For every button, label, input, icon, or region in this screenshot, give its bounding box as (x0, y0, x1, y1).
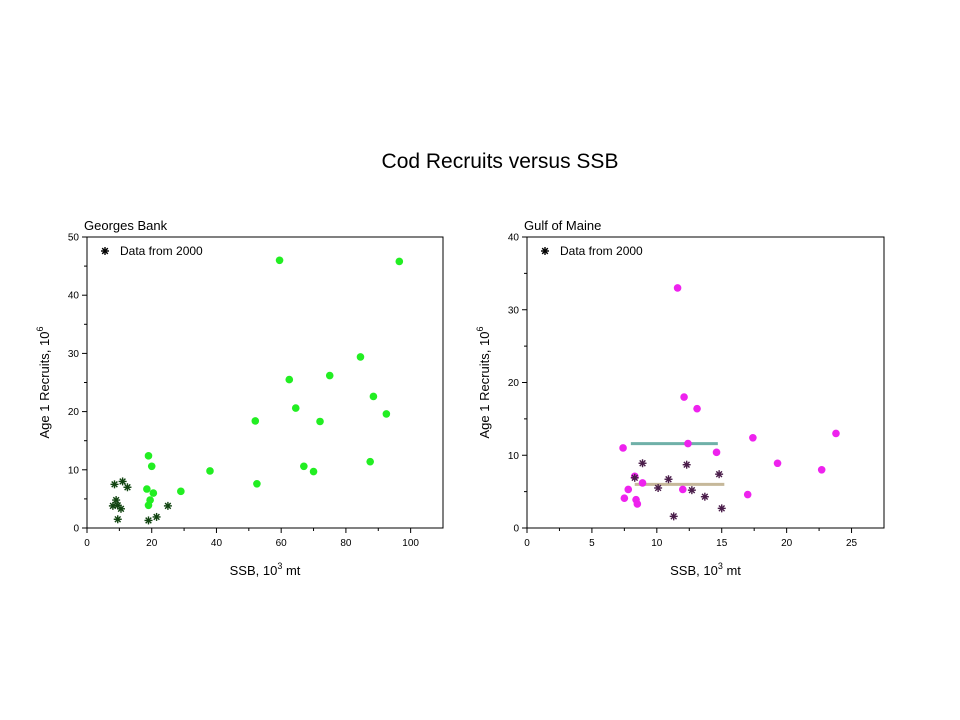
data-point (149, 489, 158, 497)
data-point (633, 500, 642, 508)
data-point (619, 444, 627, 452)
panel-title: Gulf of Maine (524, 218, 601, 233)
data-point-2000 (163, 501, 172, 510)
data-point-2000 (682, 460, 691, 469)
slide-title: Cod Recruits versus SSB (381, 150, 619, 173)
data-point-2000 (110, 480, 119, 489)
data-point (673, 284, 682, 292)
data-point-2000 (116, 504, 125, 513)
data-point (275, 256, 284, 265)
data-point-2000 (664, 475, 673, 484)
y-tick-label: 0 (73, 524, 79, 535)
x-tick-label: 15 (716, 538, 728, 549)
y-tick-label: 10 (508, 451, 520, 462)
data-point (177, 487, 185, 496)
y-tick-label: 40 (68, 291, 80, 302)
data-point (325, 371, 334, 380)
data-point-2000 (630, 473, 639, 482)
data-point (773, 459, 782, 468)
data-point (638, 479, 647, 487)
legend-label: Data from 2000 (120, 244, 203, 258)
data-point-2000 (700, 492, 709, 501)
data-point (382, 410, 391, 418)
data-point (620, 494, 629, 502)
data-point (356, 353, 365, 361)
y-tick-label: 0 (513, 524, 519, 535)
data-point (206, 467, 214, 475)
x-tick-label: 60 (276, 538, 288, 549)
data-point-2000 (144, 516, 153, 525)
y-tick-label: 50 (68, 233, 80, 244)
data-point (684, 439, 692, 448)
legend-label: Data from 2000 (560, 244, 643, 258)
data-point (749, 433, 757, 442)
y-tick-label: 10 (68, 465, 80, 476)
x-tick-label: 20 (146, 538, 158, 549)
data-point (678, 485, 687, 494)
plot-frame (86, 236, 444, 529)
chart-panel-2: 0 5 10 15 20 25 0 10 20 30 40 Gulf of Maine SSB, 103… (475, 218, 885, 578)
y-tick-label: 20 (68, 407, 80, 418)
legend-marker (541, 247, 549, 255)
x-tick-label: 25 (846, 538, 858, 549)
y-tick-label: 40 (508, 233, 520, 244)
y-tick-label: 30 (508, 305, 520, 316)
data-point-2000 (118, 477, 127, 486)
data-point (369, 392, 378, 401)
y-tick-label: 30 (68, 349, 80, 360)
data-point (147, 462, 156, 471)
x-tick-label: 80 (340, 538, 352, 549)
data-point-2000 (715, 470, 724, 479)
data-point (285, 375, 294, 384)
data-point (143, 485, 151, 493)
data-point-2000 (717, 504, 726, 513)
data-point (366, 457, 374, 466)
data-point (309, 467, 318, 476)
data-point (395, 257, 404, 266)
data-point-2000 (123, 483, 132, 492)
data-point (680, 393, 688, 401)
data-point (251, 417, 260, 425)
legend-marker (101, 247, 109, 255)
data-point-2000 (669, 512, 678, 521)
data-point (144, 501, 153, 510)
x-tick-label: 40 (211, 538, 223, 549)
x-tick-label: 10 (651, 538, 663, 549)
y-tick-label: 20 (508, 378, 520, 389)
data-point (743, 490, 752, 499)
data-point (817, 466, 826, 474)
data-point (253, 479, 261, 488)
data-point (624, 485, 633, 494)
data-point (291, 404, 300, 412)
x-axis-label: SSB, 103 mt (670, 561, 741, 578)
y-axis-label: Age 1 Recruits, 106 (35, 327, 52, 439)
data-point (300, 462, 308, 471)
x-tick-label: 100 (402, 538, 419, 549)
chart-panel-1: 0 20 40 60 80 100 0 10 20 30 40 50 Georges Bank SSB, … (35, 218, 444, 578)
data-point-2000 (152, 512, 161, 521)
x-axis-label: SSB, 103 mt (230, 561, 301, 578)
data-point-2000 (687, 486, 696, 495)
x-tick-label: 0 (524, 538, 530, 549)
y-axis-label: Age 1 Recruits, 106 (475, 327, 492, 439)
data-point (712, 448, 721, 457)
data-point-2000 (638, 459, 647, 468)
data-point-2000 (654, 483, 663, 492)
data-point (693, 404, 701, 413)
panel-title: Georges Bank (84, 218, 168, 233)
data-point (316, 417, 324, 426)
x-tick-label: 0 (84, 538, 90, 549)
x-tick-label: 5 (589, 538, 595, 549)
data-point-2000 (113, 515, 122, 524)
x-tick-label: 20 (781, 538, 793, 549)
data-point (144, 452, 153, 460)
data-point (832, 429, 840, 438)
